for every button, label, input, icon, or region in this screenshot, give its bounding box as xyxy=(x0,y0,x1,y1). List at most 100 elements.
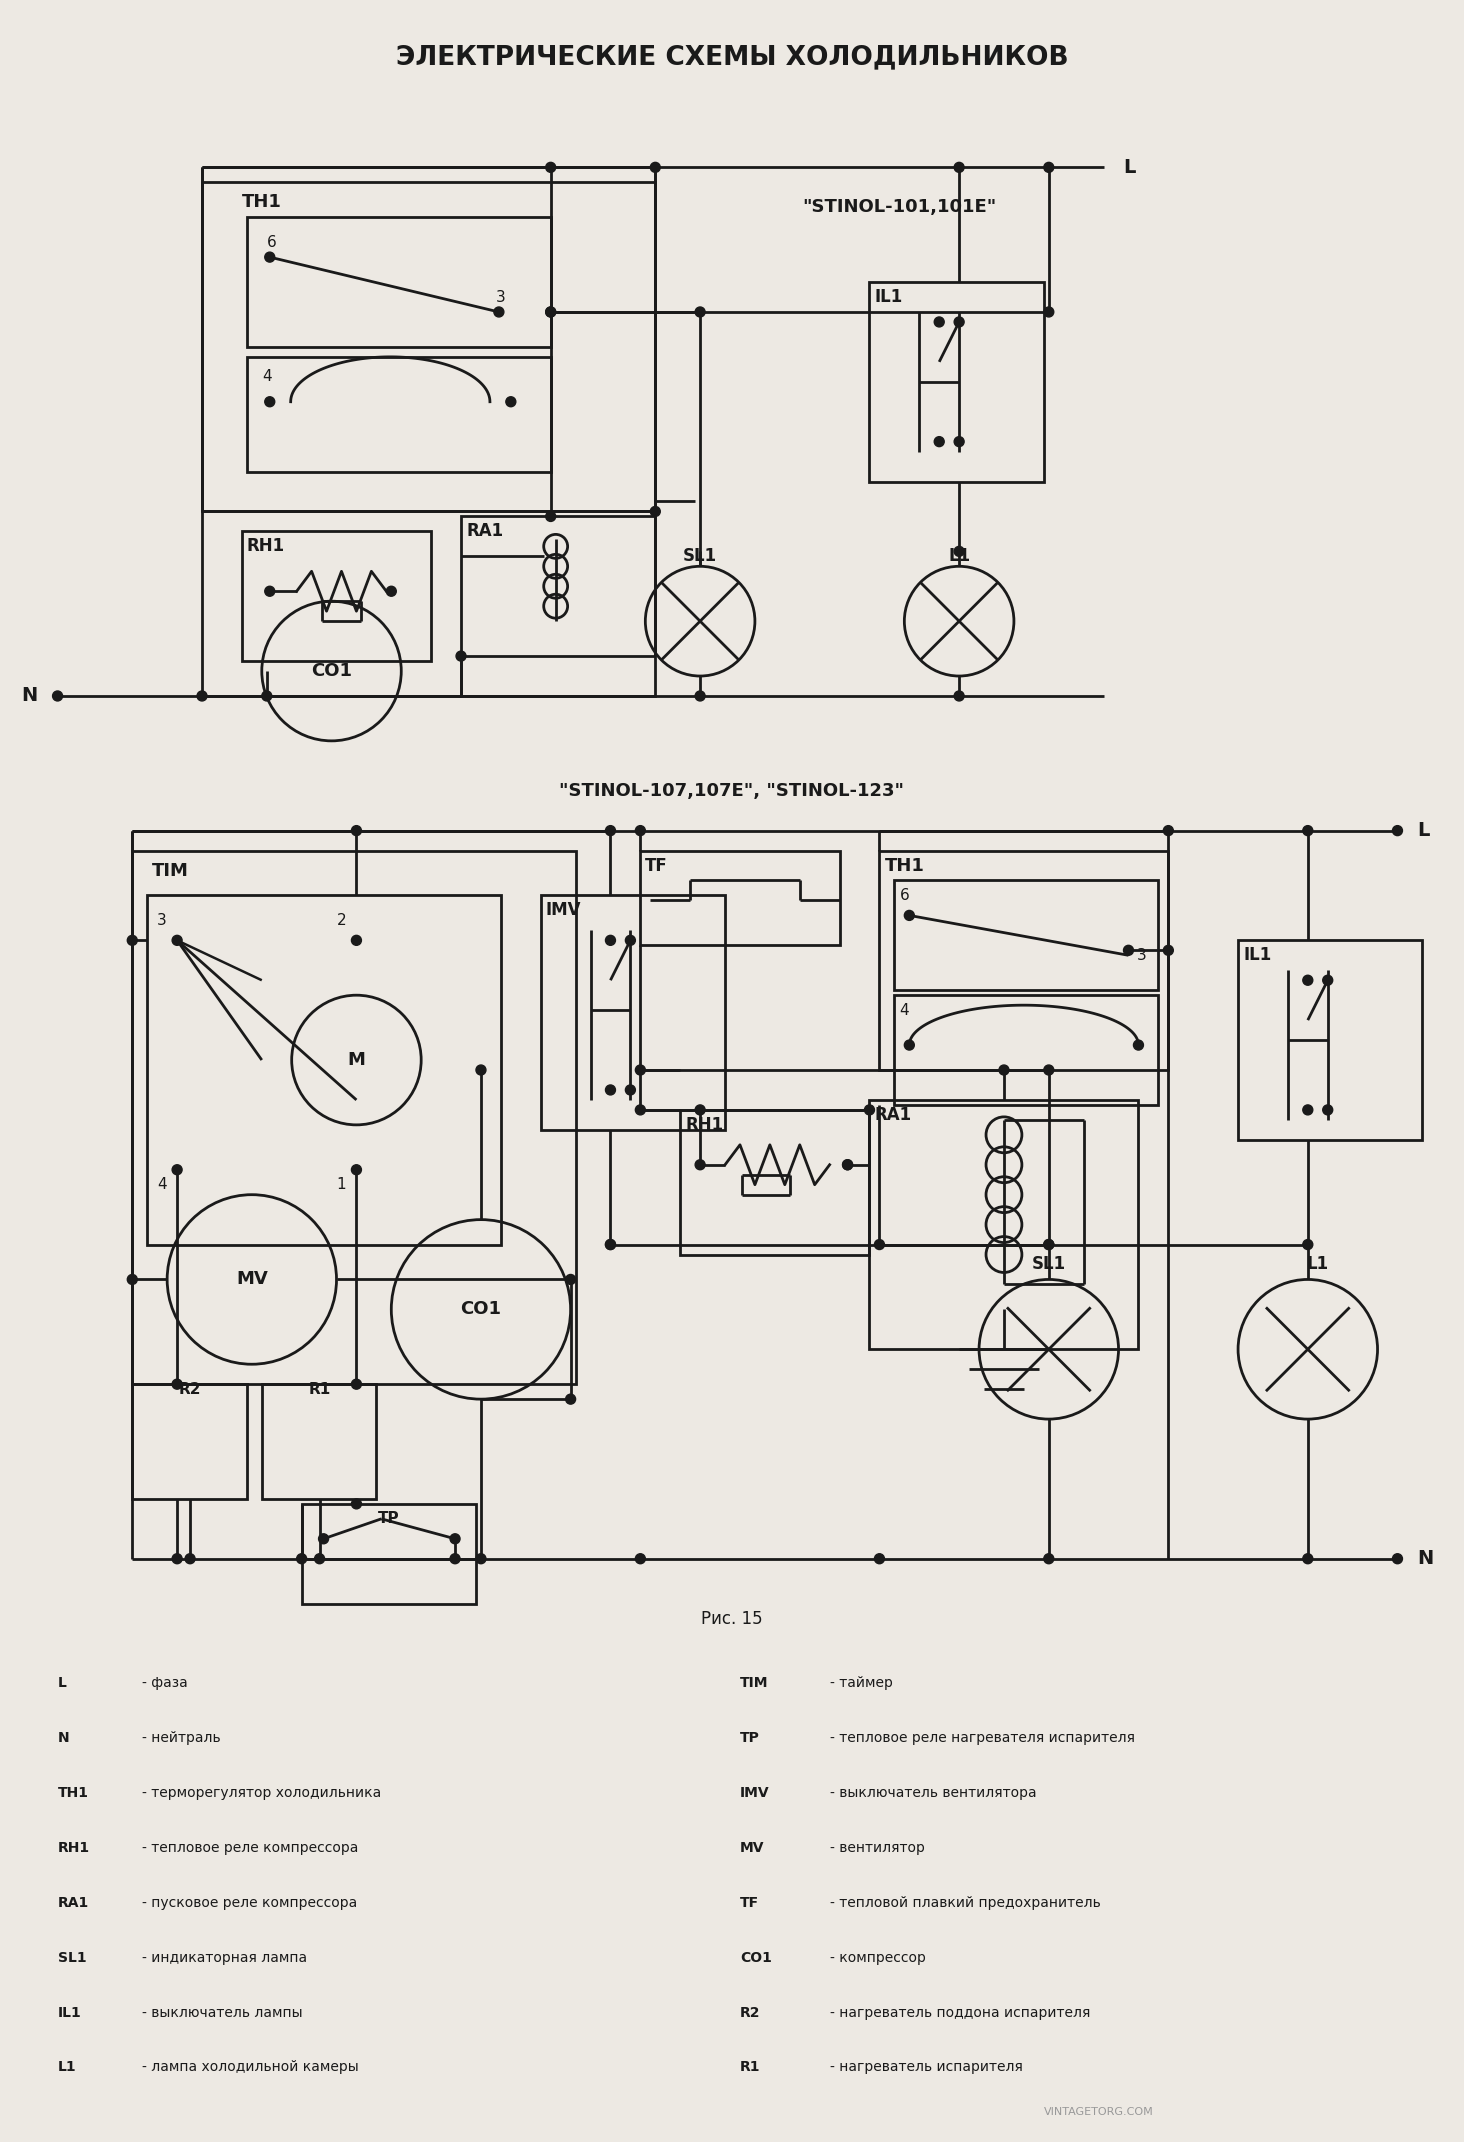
Bar xyxy=(681,1110,870,1255)
Circle shape xyxy=(1164,825,1173,835)
Circle shape xyxy=(1044,1065,1054,1075)
Text: - тепловой плавкий предохранитель: - тепловой плавкий предохранитель xyxy=(830,1896,1101,1911)
Circle shape xyxy=(606,825,615,835)
Text: "STINOL-101,101E": "STINOL-101,101E" xyxy=(802,199,997,216)
Circle shape xyxy=(351,1379,362,1390)
Circle shape xyxy=(1323,1105,1332,1114)
Text: TH1: TH1 xyxy=(242,193,281,212)
Circle shape xyxy=(476,1553,486,1564)
Circle shape xyxy=(546,163,556,171)
Circle shape xyxy=(351,1499,362,1508)
Bar xyxy=(870,1101,1139,1349)
Text: R1: R1 xyxy=(739,2061,760,2073)
Text: Рис. 15: Рис. 15 xyxy=(701,1609,763,1628)
Text: M: M xyxy=(347,1052,366,1069)
Text: 3: 3 xyxy=(496,289,505,304)
Bar xyxy=(1239,940,1423,1140)
Text: - выключатель лампы: - выключатель лампы xyxy=(142,2005,303,2020)
Circle shape xyxy=(476,1065,486,1075)
Text: SL1: SL1 xyxy=(684,548,717,565)
Circle shape xyxy=(1303,1240,1313,1249)
Circle shape xyxy=(1303,1553,1313,1564)
Text: - тепловое реле нагревателя испарителя: - тепловое реле нагревателя испарителя xyxy=(830,1731,1135,1746)
Text: СО1: СО1 xyxy=(461,1300,502,1317)
Bar xyxy=(148,895,501,1245)
Circle shape xyxy=(635,1553,646,1564)
Text: IL1: IL1 xyxy=(1243,947,1271,964)
Text: - выключатель вентилятора: - выключатель вентилятора xyxy=(830,1786,1037,1799)
Circle shape xyxy=(1133,1041,1143,1050)
Circle shape xyxy=(874,1553,884,1564)
Circle shape xyxy=(998,1065,1009,1075)
Circle shape xyxy=(449,1553,460,1564)
Circle shape xyxy=(265,587,275,595)
Text: 6: 6 xyxy=(899,889,909,904)
Circle shape xyxy=(565,1274,575,1285)
Bar xyxy=(895,880,1158,990)
Text: SL1: SL1 xyxy=(1032,1255,1066,1274)
Circle shape xyxy=(315,1553,325,1564)
Text: - пусковое реле компрессора: - пусковое реле компрессора xyxy=(142,1896,357,1911)
Text: - таймер: - таймер xyxy=(830,1677,893,1690)
Text: СО1: СО1 xyxy=(739,1951,772,1964)
Circle shape xyxy=(507,396,515,407)
Text: L: L xyxy=(1123,159,1136,178)
Circle shape xyxy=(546,306,556,317)
Circle shape xyxy=(173,936,182,945)
Circle shape xyxy=(1123,945,1133,955)
Text: MV: MV xyxy=(236,1270,268,1289)
Circle shape xyxy=(1044,306,1054,317)
Circle shape xyxy=(198,692,206,700)
Circle shape xyxy=(625,936,635,945)
Circle shape xyxy=(319,1534,328,1544)
Text: - нагреватель поддона испарителя: - нагреватель поддона испарителя xyxy=(830,2005,1091,2020)
Circle shape xyxy=(1164,945,1173,955)
Circle shape xyxy=(262,692,272,700)
Text: TP: TP xyxy=(739,1731,760,1746)
Circle shape xyxy=(695,306,706,317)
Bar xyxy=(540,895,725,1129)
Text: N: N xyxy=(1417,1549,1433,1568)
Text: - фаза: - фаза xyxy=(142,1677,187,1690)
Circle shape xyxy=(1323,975,1332,985)
Circle shape xyxy=(905,910,915,921)
Text: MV: MV xyxy=(739,1840,764,1855)
Bar xyxy=(247,358,550,471)
Text: - нейтраль: - нейтраль xyxy=(142,1731,221,1746)
Circle shape xyxy=(1044,163,1054,171)
Circle shape xyxy=(934,437,944,448)
Bar xyxy=(262,1384,376,1499)
Circle shape xyxy=(351,825,362,835)
Circle shape xyxy=(1303,825,1313,835)
Bar xyxy=(640,850,839,945)
Bar xyxy=(895,996,1158,1105)
Circle shape xyxy=(650,163,660,171)
Bar xyxy=(870,283,1044,482)
Circle shape xyxy=(184,1553,195,1564)
Circle shape xyxy=(606,1086,615,1095)
Text: - нагреватель испарителя: - нагреватель испарителя xyxy=(830,2061,1022,2073)
Bar xyxy=(132,1384,247,1499)
Text: - тепловое реле компрессора: - тепловое реле компрессора xyxy=(142,1840,359,1855)
Circle shape xyxy=(1303,975,1313,985)
Text: RH1: RH1 xyxy=(57,1840,89,1855)
Text: L1: L1 xyxy=(57,2061,76,2073)
Circle shape xyxy=(546,306,556,317)
Circle shape xyxy=(843,1159,852,1170)
Text: VINTAGETORG.COM: VINTAGETORG.COM xyxy=(1044,2108,1154,2116)
Circle shape xyxy=(265,253,275,261)
Text: 6: 6 xyxy=(266,236,277,251)
Circle shape xyxy=(1392,825,1403,835)
Text: L1: L1 xyxy=(949,548,971,565)
Circle shape xyxy=(1044,1240,1054,1249)
Bar xyxy=(202,182,656,512)
Text: ЭЛЕКТРИЧЕСКИЕ СХЕМЫ ХОЛОДИЛЬНИКОВ: ЭЛЕКТРИЧЕСКИЕ СХЕМЫ ХОЛОДИЛЬНИКОВ xyxy=(395,45,1069,71)
Text: RA1: RA1 xyxy=(874,1105,912,1125)
Text: - лампа холодильной камеры: - лампа холодильной камеры xyxy=(142,2061,359,2073)
Text: SL1: SL1 xyxy=(57,1951,86,1964)
Text: L1: L1 xyxy=(1307,1255,1329,1274)
Circle shape xyxy=(635,1065,646,1075)
Circle shape xyxy=(1044,1553,1054,1564)
Text: 4: 4 xyxy=(899,1002,909,1017)
Text: RA1: RA1 xyxy=(57,1896,89,1911)
